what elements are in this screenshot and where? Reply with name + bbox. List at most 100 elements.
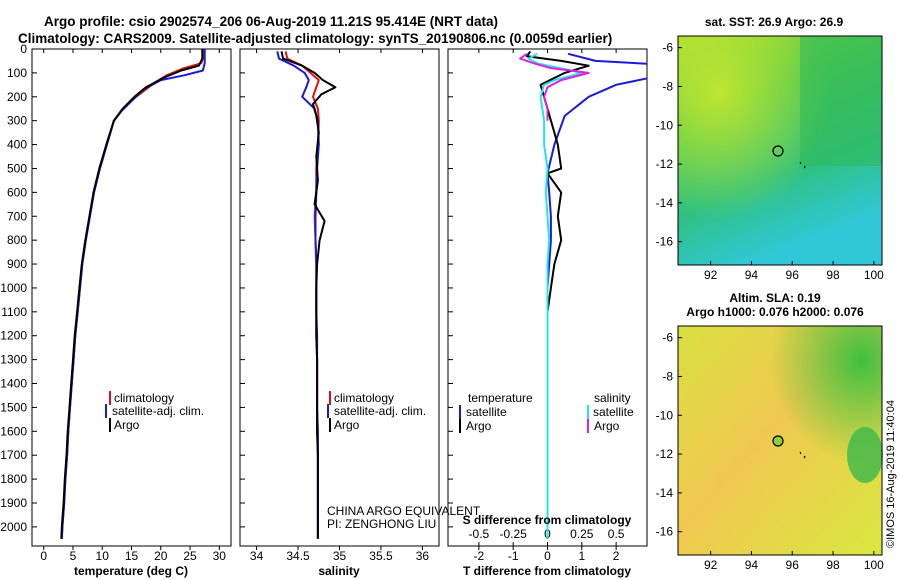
float-track <box>799 161 806 169</box>
series-line-satellite-adj-clim- <box>276 51 320 539</box>
series-line-salinity-satellite <box>527 52 583 539</box>
lat-tick-label: -12 <box>656 157 674 171</box>
lat-tick-label: -10 <box>656 408 674 422</box>
x-tick-label: 35.5 <box>369 549 393 563</box>
sla-map-subtitle: Argo h1000: 0.076 h2000: 0.076 <box>686 305 864 319</box>
lon-tick-label: 92 <box>704 558 718 572</box>
legend-climatology-label: climatology <box>334 391 394 405</box>
lon-tick-label: 100 <box>864 558 884 572</box>
x-tick-label: 36 <box>416 549 430 563</box>
sst-map-axes: -6 -8 -10 -12 -14 -16 92 94 96 98 100 <box>656 41 885 282</box>
lon-tick-label: 98 <box>826 558 840 572</box>
series-line-climatology <box>60 49 204 539</box>
sst-map-title: sat. SST: 26.9 Argo: 26.9 <box>705 15 844 29</box>
lat-tick-label: -16 <box>656 525 674 539</box>
s-tick-label: 0.25 <box>570 527 594 541</box>
legend-s-satellite-label: satellite <box>593 405 634 419</box>
lon-tick-label: 98 <box>826 268 840 282</box>
legend-salinity-title: salinity <box>594 391 631 405</box>
lat-tick-label: -16 <box>656 235 674 249</box>
depth-tick-label: 1600 <box>0 424 27 438</box>
sla-map <box>677 325 883 556</box>
x-tick-label: 0 <box>544 549 551 563</box>
series-line-temperature-argo <box>525 50 590 539</box>
s-tick-label: -0.25 <box>500 527 528 541</box>
series-line-temperature-satellite <box>567 52 647 65</box>
depth-tick-label: 0 <box>20 42 27 56</box>
argo-position-marker <box>772 145 784 157</box>
depth-tick-label: 100 <box>7 66 27 80</box>
series-line-climatology <box>284 51 320 539</box>
difference-chart: -2 -1 0 1 2-0.5 -0.25 0 0.25 0.5 <box>469 49 647 563</box>
x-tick-label: 0 <box>40 549 47 563</box>
legend-satellite-label: satellite-adj. clim. <box>112 404 204 418</box>
lat-tick-label: -6 <box>662 41 673 55</box>
series-line-argo <box>60 49 204 539</box>
x-tick-label: 34 <box>250 549 264 563</box>
lat-tick-label: -12 <box>656 447 674 461</box>
float-track <box>799 451 806 459</box>
depth-tick-label: 1100 <box>1 305 27 319</box>
depth-tick-label: 1500 <box>0 400 27 414</box>
depth-tick-label: 700 <box>7 209 27 223</box>
legend-climatology-label: climatology <box>114 391 174 405</box>
depth-tick-label: 600 <box>7 185 27 199</box>
depth-axis: 0 100 200 300 400 500 600 700 800 900 1000 1100 1200… <box>0 42 453 534</box>
sla-map-title: Altim. SLA: 0.19 <box>729 291 821 305</box>
temperature-panel-frame <box>31 48 232 547</box>
s-tick-label: 0.5 <box>608 527 625 541</box>
sst-cool-patch <box>800 36 882 166</box>
salinity-axis-label: salinity <box>318 564 360 578</box>
depth-tick-label: 900 <box>7 257 27 271</box>
depth-tick-label: 1000 <box>0 281 27 295</box>
float-owner-annotation: CHINA ARGO EQUIVALENT <box>327 504 481 518</box>
argo-position-marker <box>772 435 784 447</box>
depth-tick-label: 400 <box>7 138 27 152</box>
difference-legend: temperature satellite Argo salinity sate… <box>459 391 634 433</box>
depth-tick-label: 1300 <box>0 353 27 367</box>
depth-tick-label: 300 <box>7 114 27 128</box>
lon-tick-label: 96 <box>786 268 800 282</box>
x-tick-label: 10 <box>96 549 110 563</box>
lat-tick-label: -10 <box>656 118 674 132</box>
x-tick-label: 30 <box>213 549 227 563</box>
sla-map-frame <box>677 325 883 556</box>
x-tick-label: 34.5 <box>286 549 310 563</box>
sst-map-frame <box>677 35 883 266</box>
series-line-satellite-adj-clim- <box>60 49 206 539</box>
t-difference-axis-label: T difference from climatology <box>463 564 631 578</box>
lat-tick-label: -6 <box>662 331 673 345</box>
temperature-legend: climatology satellite-adj. clim. Argo <box>105 391 204 432</box>
s-tick-label: -0.5 <box>469 527 490 541</box>
depth-tick-label: 500 <box>7 161 27 175</box>
x-tick-label: 35 <box>333 549 347 563</box>
x-tick-label: -1 <box>508 549 519 563</box>
figure-title-line2: Climatology: CARS2009. Satellite-adjuste… <box>18 31 612 46</box>
x-tick-label: 25 <box>183 549 197 563</box>
depth-tick-label: 200 <box>7 90 27 104</box>
lon-tick-label: 100 <box>864 268 884 282</box>
x-tick-label: -2 <box>474 549 485 563</box>
legend-argo-label: Argo <box>114 418 140 432</box>
figure-title-line1: Argo profile: csio 2902574_206 06-Aug-20… <box>44 14 498 29</box>
sst-map <box>677 35 883 266</box>
depth-tick-label: 1200 <box>0 329 27 343</box>
lat-tick-label: -14 <box>656 486 674 500</box>
sla-map-axes: -6 -8 -10 -12 -14 -16 92 94 96 98 100 <box>656 331 885 572</box>
salinity-legend: climatology satellite-adj. clim. Argo <box>327 391 426 432</box>
x-tick-label: 15 <box>125 549 139 563</box>
depth-tick-label: 800 <box>7 233 27 247</box>
lat-tick-label: -8 <box>662 79 673 93</box>
legend-argo-label: Argo <box>334 418 360 432</box>
salinity-panel-frame <box>239 48 440 547</box>
s-difference-axis-label: S difference from climatology <box>463 513 632 527</box>
legend-temperature-title: temperature <box>468 391 533 405</box>
lon-tick-label: 94 <box>745 268 759 282</box>
lon-tick-label: 94 <box>745 558 759 572</box>
series-line-temperature-satellite-lower- <box>546 77 647 539</box>
imos-credit: ©IMOS 16-Aug-2019 11:40:04 <box>885 400 897 548</box>
lat-tick-label: -8 <box>662 369 673 383</box>
temperature-chart: 0 5 10 15 20 25 30 <box>40 49 226 563</box>
x-tick-label: 2 <box>613 549 620 563</box>
